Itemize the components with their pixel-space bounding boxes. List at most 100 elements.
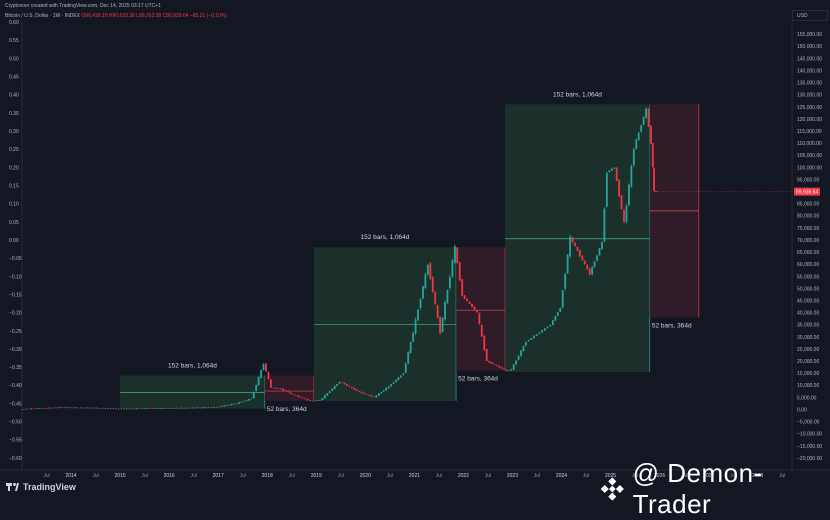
candle-body — [294, 394, 297, 396]
range-measure-label: 152 bars, 1,064d — [361, 234, 410, 241]
candle-body — [85, 407, 88, 409]
price-tick-label: −15,000.00 — [797, 444, 822, 450]
candle-body — [453, 246, 456, 263]
price-tick-label: 15,000.00 — [797, 371, 819, 377]
candle-body — [191, 407, 194, 409]
candle-body — [274, 387, 277, 389]
left-tick-label: 0.20 — [9, 165, 19, 171]
candle-body — [225, 405, 228, 407]
candle-body — [426, 264, 429, 275]
candle-body — [375, 395, 378, 398]
candle-body — [355, 389, 358, 391]
candle-body — [235, 403, 238, 405]
left-tick-label: −0.55 — [9, 438, 22, 444]
candle-body — [314, 400, 316, 402]
candle-body — [104, 408, 107, 409]
candle-body — [488, 360, 491, 363]
candle-body — [333, 385, 336, 389]
candle-body — [170, 408, 173, 409]
candle-body — [93, 407, 96, 409]
time-tick-label: 2020 — [360, 473, 371, 479]
candle-body — [69, 407, 72, 408]
candle-body — [115, 408, 117, 410]
candle-body — [390, 384, 392, 387]
candle-body — [466, 298, 468, 302]
candle-body — [593, 261, 596, 268]
candle-body — [240, 401, 243, 403]
left-tick-label: −0.25 — [9, 329, 22, 335]
candle-body — [277, 388, 280, 389]
time-tick-label: Jul — [681, 473, 687, 479]
candle-body — [502, 368, 505, 370]
candle-body — [444, 302, 446, 320]
watermark-text: @ Demon-Trader — [632, 458, 763, 519]
candle-body — [561, 290, 564, 308]
candle-body — [138, 408, 141, 410]
currency-selector[interactable]: USD — [792, 10, 828, 21]
candle-body — [559, 307, 562, 312]
candle-body — [458, 262, 461, 281]
candle-body — [90, 407, 93, 409]
candle-body — [650, 125, 652, 144]
candle-body — [348, 385, 351, 387]
candle-body — [591, 266, 594, 275]
price-tick-label: 40,000.00 — [797, 311, 819, 317]
candle-body — [647, 108, 650, 127]
candle-body — [346, 383, 348, 386]
time-tick-label: Jul — [632, 473, 638, 479]
candle-body — [441, 317, 444, 333]
price-tick-label: 30,000.00 — [797, 335, 819, 341]
candle-body — [220, 405, 223, 407]
candle-body — [608, 170, 611, 173]
candle-body — [583, 260, 586, 265]
candle-body — [45, 408, 48, 409]
price-tick-label: 80,000.00 — [797, 214, 819, 220]
candle-body — [196, 407, 199, 409]
price-tick-label: 145,000.00 — [797, 56, 822, 62]
left-tick-label: 0.00 — [9, 238, 19, 244]
candle-body — [605, 172, 608, 207]
time-tick-label: Jul — [338, 473, 344, 479]
symbol-name[interactable]: Bitcoin / U.S. Dollar · 1W · INDEX — [5, 13, 81, 19]
candle-body — [149, 408, 152, 409]
candle-body — [175, 407, 178, 409]
candle-body — [601, 241, 603, 250]
candle-body — [449, 276, 451, 289]
candle-body — [128, 408, 131, 410]
candle-body — [475, 310, 478, 313]
candle-body — [301, 397, 304, 399]
candle-body — [336, 384, 339, 387]
candle-body — [66, 407, 69, 409]
candle-body — [141, 408, 144, 410]
candle-body — [331, 388, 334, 391]
time-tick-label: Jul — [43, 473, 49, 479]
candle-body — [199, 407, 202, 409]
candle-body — [96, 407, 98, 409]
candle-body — [358, 391, 361, 392]
candle-body — [98, 408, 101, 409]
candle-body — [311, 400, 314, 402]
symbol-legend: Bitcoin / U.S. Dollar · 1W · INDEX O90,4… — [5, 13, 227, 19]
candle-body — [48, 407, 51, 409]
candle-body — [178, 408, 181, 409]
left-tick-label: −0.40 — [9, 383, 22, 389]
candle-body — [395, 379, 397, 383]
time-tick-label: Jul — [387, 473, 393, 479]
left-tick-label: −0.05 — [9, 256, 22, 262]
candle-body — [88, 407, 90, 409]
time-tick-label: Jul — [730, 473, 736, 479]
price-chart[interactable]: 155,000.00 150,000.00 145,000.00 140,000.00… — [0, 0, 830, 500]
range-measure-label: 52 bars, 364d — [458, 376, 498, 383]
candle-body — [598, 248, 601, 256]
candle-body — [326, 393, 329, 396]
price-tick-label: 45,000.00 — [797, 298, 819, 304]
price-tick-label: 50,000.00 — [797, 286, 819, 292]
candle-body — [463, 295, 466, 299]
candle-body — [451, 260, 454, 277]
candle-body — [343, 382, 346, 385]
candle-body — [527, 340, 530, 342]
time-tick-label: Jul — [239, 473, 245, 479]
candle-body — [215, 406, 218, 408]
candle-body — [414, 319, 417, 334]
candle-body — [380, 392, 383, 394]
